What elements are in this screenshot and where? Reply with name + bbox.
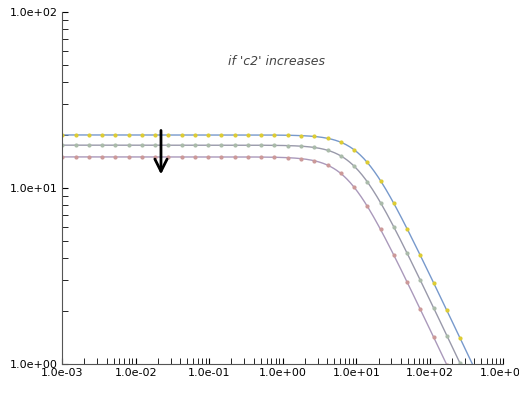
- Text: if 'c2' increases: if 'c2' increases: [228, 55, 325, 68]
